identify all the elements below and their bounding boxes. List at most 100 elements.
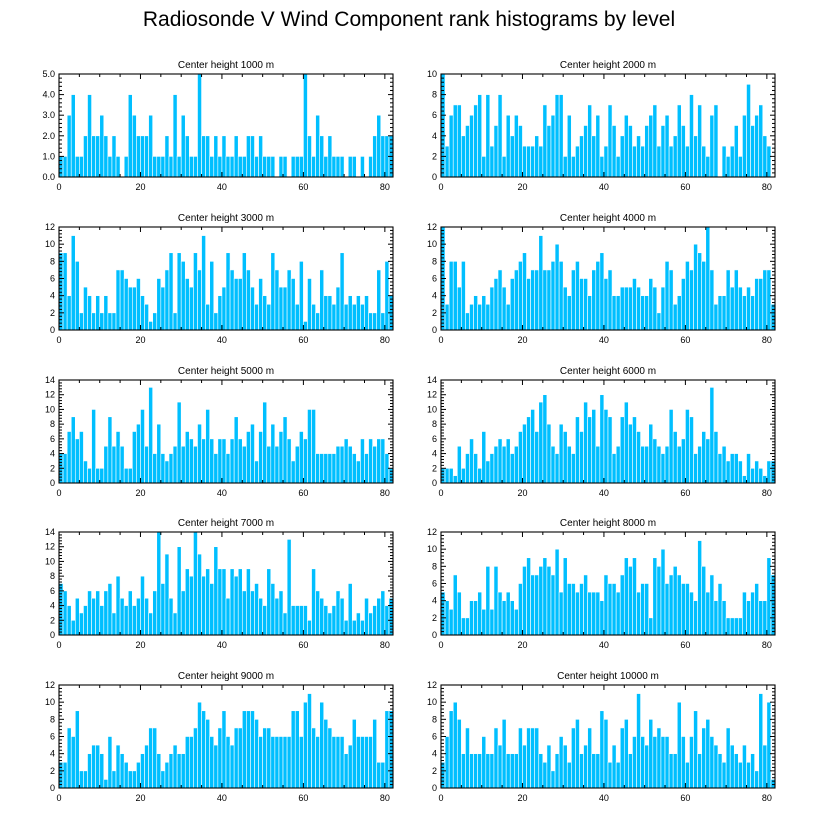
histogram-bar [738, 460, 743, 484]
y-tick-label: 10 [427, 239, 437, 249]
histogram-bar [229, 156, 235, 178]
histogram-bar [294, 605, 300, 636]
histogram-bar [229, 568, 235, 636]
histogram-bar [648, 719, 654, 789]
histogram-bar [664, 445, 670, 484]
histogram-bar [538, 566, 544, 636]
x-tick-label: 20 [517, 488, 527, 498]
histogram-bar [372, 445, 378, 484]
histogram-bar [217, 156, 223, 178]
histogram-bar [530, 269, 535, 331]
histogram-bar [168, 753, 174, 789]
histogram-bar [575, 261, 580, 331]
histogram-bar [282, 736, 288, 789]
histogram-bar [233, 278, 239, 331]
histogram-bar [717, 753, 723, 789]
histogram-bar [189, 156, 194, 178]
histogram-bar [725, 156, 731, 178]
histogram-bar [140, 753, 145, 789]
x-tick-label: 80 [380, 182, 390, 192]
histogram-bar [270, 423, 276, 484]
histogram-bar [209, 438, 215, 484]
y-tick-label: 0 [432, 783, 437, 793]
histogram-bar [372, 605, 378, 636]
histogram-bar [632, 278, 637, 331]
histogram-bar [107, 583, 113, 636]
histogram-bar [209, 261, 215, 331]
histogram-bar [103, 779, 109, 789]
histogram-bar [315, 453, 320, 484]
panel-title: Center height 6000 m [560, 366, 656, 377]
histogram-bar [489, 753, 495, 789]
histogram-bar [79, 431, 84, 484]
histogram-bar [717, 583, 723, 636]
histogram-bar [311, 727, 316, 789]
chart-panel-5: Center height 5000 m 0 20 40 60 80 0 2 4 6 8 10 12 14 [45, 366, 394, 498]
histogram-bar [327, 612, 333, 636]
histogram-bar [607, 416, 613, 484]
histogram-bar [501, 600, 507, 636]
histogram-bar [307, 619, 312, 636]
histogram-bar [148, 727, 153, 789]
histogram-bar [668, 409, 674, 484]
histogram-bar [725, 617, 731, 636]
histogram-bar [656, 445, 662, 484]
histogram-bar [485, 94, 491, 178]
histogram-bar [522, 566, 527, 636]
histogram-bar [74, 156, 80, 178]
y-tick-label: 14 [45, 375, 55, 385]
histogram-bar [465, 727, 470, 789]
histogram-bar [95, 590, 101, 636]
y-tick-label: 8 [432, 419, 437, 429]
histogram-bar [444, 467, 450, 484]
y-tick-label: 0 [432, 325, 437, 335]
histogram-bar [201, 575, 206, 636]
histogram-bar [360, 736, 365, 789]
x-tick-label: 80 [762, 335, 772, 345]
histogram-bar [685, 409, 690, 484]
histogram-bar [607, 761, 613, 789]
histogram-bar [591, 135, 597, 178]
histogram-bar [725, 460, 731, 484]
histogram-bar [485, 753, 491, 789]
y-tick-label: 10 [45, 697, 55, 707]
histogram-bar [380, 438, 386, 484]
y-tick-label: 2 [432, 766, 437, 776]
histogram-bar [522, 252, 527, 331]
histogram-bar [591, 591, 597, 636]
histogram-bar [217, 568, 223, 636]
histogram-bar [148, 387, 153, 484]
histogram-bar [697, 104, 702, 178]
histogram-bar [566, 445, 572, 484]
histogram-bar [201, 235, 206, 331]
histogram-bar [335, 445, 341, 484]
histogram-bar [180, 590, 186, 636]
histogram-bar [469, 438, 474, 484]
y-tick-label: 4 [432, 291, 437, 301]
histogram-bar [566, 761, 572, 789]
histogram-bar [587, 727, 593, 789]
histogram-bar [668, 145, 674, 178]
x-tick-label: 40 [599, 488, 609, 498]
histogram-bar [505, 753, 511, 789]
histogram-bar [444, 145, 450, 178]
histogram-bar [274, 597, 280, 636]
histogram-bar [91, 135, 96, 178]
histogram-bar [754, 583, 760, 636]
histogram-bar [168, 156, 174, 178]
histogram-bar [144, 445, 149, 484]
histogram-bar [160, 156, 166, 178]
histogram-bar [575, 591, 580, 636]
histogram-bar [347, 445, 353, 484]
histogram-bar [762, 269, 768, 331]
histogram-bar [738, 761, 743, 789]
histogram-bar [750, 591, 755, 636]
histogram-bar [501, 286, 507, 331]
histogram-bar [221, 286, 227, 331]
histogram-bar [286, 539, 292, 636]
histogram-bar [262, 727, 268, 789]
histogram-bar [542, 269, 548, 331]
histogram-bar [615, 445, 621, 484]
histogram-bar [258, 135, 263, 178]
histogram-bar [725, 727, 731, 789]
